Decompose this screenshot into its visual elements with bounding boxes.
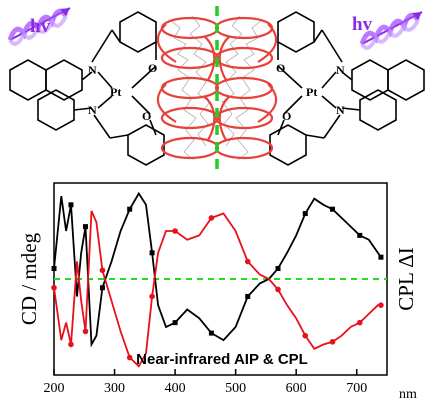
atom-n-right-top: N <box>336 63 345 77</box>
series-point-black-36 <box>357 232 363 238</box>
series-point-black-3 <box>68 202 74 208</box>
x-axis-tick-labels: 200 300 400 500 600 700 <box>44 381 368 396</box>
series-point-black-12 <box>127 206 133 212</box>
cd-cpl-chart: 200 300 400 500 600 700 Near-infrared AIP & C… <box>17 182 418 402</box>
atom-n-left-top: N <box>88 63 97 77</box>
series-point-black-9 <box>99 285 105 291</box>
series-point-black-18 <box>172 320 178 326</box>
hv-label-right: hv <box>352 14 373 35</box>
series-point-red-33 <box>329 339 336 345</box>
series-point-black-0 <box>51 266 57 272</box>
series-point-red-6 <box>82 328 89 335</box>
series-layer <box>51 191 384 368</box>
series-point-black-30 <box>302 211 308 217</box>
series-point-red-3 <box>68 341 74 348</box>
series-point-red-0 <box>51 284 57 291</box>
series-point-red-24 <box>244 258 251 265</box>
light-helix-icon-left <box>7 7 71 46</box>
series-point-black-39 <box>378 254 384 260</box>
pt-complex-left <box>9 11 165 166</box>
x-axis-unit: nm <box>399 387 417 402</box>
atom-o-left-top: O <box>148 61 157 75</box>
series-point-black-24 <box>245 293 251 299</box>
y-axis-label-left: CD / mdeg <box>17 232 41 325</box>
series-point-red-15 <box>149 293 155 300</box>
atom-o-right-bottom: O <box>282 109 291 123</box>
series-point-red-36 <box>356 319 363 326</box>
x-tick-label-300: 300 <box>104 381 125 396</box>
atom-o-left-bottom: O <box>142 109 151 123</box>
light-helix-icon-right <box>359 11 423 50</box>
series-point-red-30 <box>302 332 309 339</box>
x-axis-ticks <box>53 369 358 375</box>
metal-label-right: Pt <box>306 85 317 99</box>
atom-n-right-bottom: N <box>336 103 345 117</box>
metal-label-left: Pt <box>110 85 121 99</box>
series-point-black-21 <box>208 330 214 336</box>
molecular-coil-icon <box>156 15 278 161</box>
y-axis-label-right: CPL ΔI <box>394 247 418 310</box>
x-tick-label-700: 700 <box>346 381 367 396</box>
hv-label-left: hv <box>30 16 51 37</box>
scheme-top: hv hv <box>7 6 425 172</box>
atom-n-left-bottom: N <box>88 103 97 117</box>
pt-complex-right <box>269 11 425 166</box>
series-point-red-9 <box>99 267 106 274</box>
series-point-red-39 <box>378 302 384 308</box>
series-point-black-33 <box>330 206 336 212</box>
series-point-red-18 <box>172 228 178 234</box>
x-tick-label-500: 500 <box>225 381 246 396</box>
series-point-black-15 <box>149 250 155 256</box>
series-line-red <box>53 210 381 368</box>
series-point-black-6 <box>82 224 88 230</box>
chart-caption: Near-infrared AIP & CPL <box>136 351 308 368</box>
x-tick-label-600: 600 <box>286 381 307 396</box>
series-point-red-21 <box>208 215 215 221</box>
series-point-red-12 <box>126 354 133 361</box>
x-tick-label-400: 400 <box>165 381 186 396</box>
series-point-black-27 <box>275 266 281 272</box>
series-point-red-27 <box>275 286 281 293</box>
atom-o-right-top: O <box>276 61 285 75</box>
x-tick-label-200: 200 <box>44 381 65 396</box>
